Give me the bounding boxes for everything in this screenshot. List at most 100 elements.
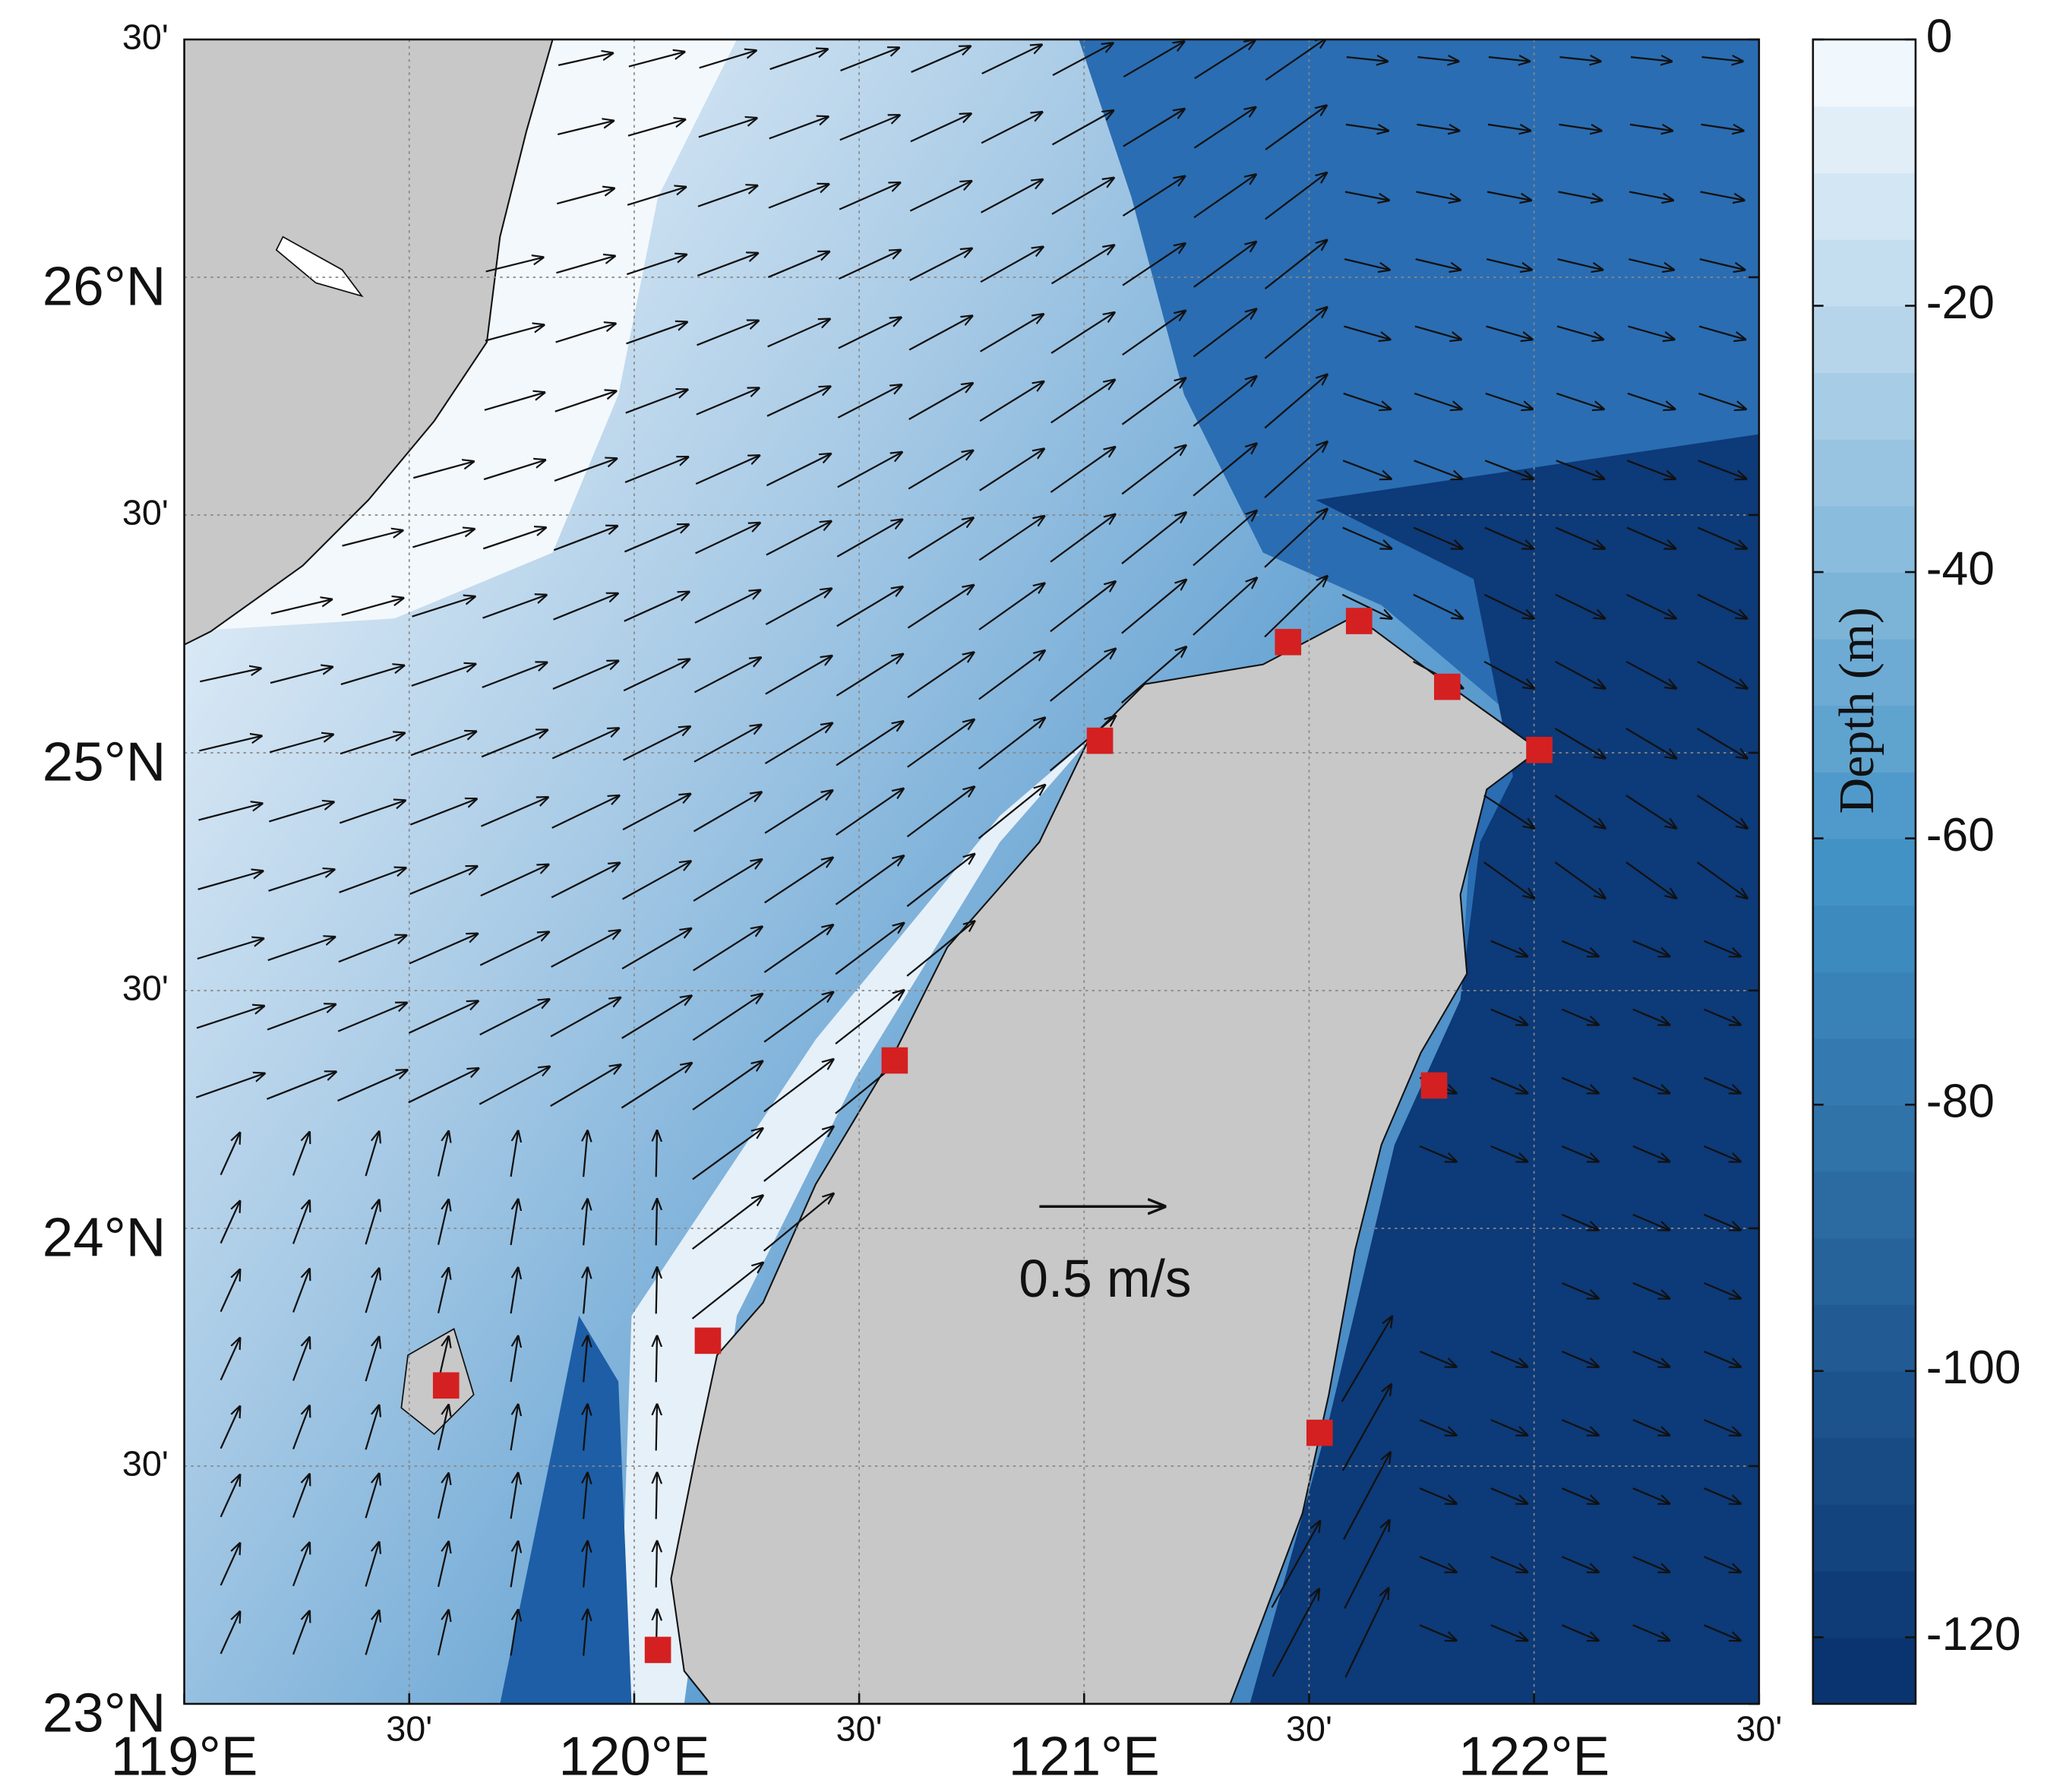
current-arrow: [482, 595, 547, 619]
current-arrow: [338, 935, 406, 963]
colorbar-band: [1812, 1171, 1916, 1239]
current-arrow: [1696, 861, 1747, 898]
y-tick-label: 25°N: [43, 731, 166, 792]
current-arrow: [1486, 191, 1531, 201]
current-arrow: [1486, 325, 1532, 340]
current-arrow: [1123, 109, 1184, 147]
x-tick-label: 30': [1286, 1709, 1332, 1749]
current-arrow: [1343, 1452, 1390, 1541]
current-arrow: [980, 247, 1043, 283]
x-tick-label: 121°E: [1009, 1726, 1160, 1787]
current-arrow: [552, 661, 618, 691]
current-arrow: [1703, 1213, 1740, 1230]
current-arrow: [839, 250, 900, 280]
current-arrow: [656, 1405, 657, 1451]
current-arrow: [337, 1070, 407, 1102]
colorbar-label: Depth (m): [1829, 607, 1885, 814]
map-frame: [183, 38, 1761, 1705]
station: [1306, 1419, 1333, 1446]
current-arrow: [1490, 1419, 1528, 1435]
colorbar-tick-label: -40: [1926, 543, 1995, 596]
current-arrow: [1490, 1008, 1528, 1025]
current-arrow: [197, 939, 264, 960]
grid: [184, 39, 1759, 1704]
current-arrow: [1556, 325, 1603, 340]
current-arrow: [1484, 460, 1533, 479]
current-arrow: [583, 1336, 587, 1383]
current-arrow: [691, 1196, 763, 1250]
current-arrow: [483, 460, 545, 481]
current-arrow: [1120, 647, 1186, 704]
current-arrow: [837, 452, 902, 488]
current-arrow: [480, 864, 548, 897]
current-arrow: [1049, 716, 1116, 772]
current-arrow: [1050, 582, 1115, 633]
current-arrow: [1050, 514, 1115, 563]
current-arrow: [1561, 1145, 1598, 1161]
current-arrow: [836, 587, 902, 627]
current-arrow: [1555, 660, 1605, 688]
current-arrow: [1052, 43, 1113, 76]
station: [1086, 727, 1114, 754]
current-arrow: [410, 732, 476, 757]
current-arrow: [340, 733, 404, 755]
current-arrow: [1193, 444, 1256, 497]
current-arrow: [656, 1541, 657, 1588]
current-arrow: [1343, 392, 1391, 409]
current-arrow: [1415, 258, 1461, 270]
colorbar-band: [1812, 106, 1916, 174]
current-arrow: [269, 802, 333, 823]
current-arrow: [766, 387, 830, 417]
current-arrow: [220, 1544, 240, 1586]
current-arrow: [978, 651, 1044, 700]
current-arrow: [697, 321, 759, 346]
current-arrow: [1697, 660, 1747, 688]
current-arrow: [767, 251, 829, 278]
colorbar-tick-label: -80: [1926, 1076, 1995, 1128]
colorbar-band: [1812, 1437, 1916, 1505]
current-arrow: [510, 1199, 518, 1246]
current-arrow: [627, 187, 685, 206]
current-arrow: [1701, 57, 1742, 62]
current-arrow: [409, 934, 478, 965]
current-arrow: [1344, 1588, 1388, 1678]
current-arrow: [1556, 392, 1603, 409]
colorbar: 0 -20 -40 -60 -80 -100 -120: [1812, 10, 2021, 1705]
y-tick-label: 26°N: [43, 255, 166, 317]
current-arrow: [769, 117, 828, 140]
island: [275, 235, 364, 298]
current-arrow: [479, 1000, 549, 1036]
current-arrow: [908, 316, 972, 351]
current-arrow: [484, 393, 545, 411]
current-arrow: [1697, 526, 1746, 549]
colorbar-band: [1812, 705, 1916, 773]
y-tick-label: 30': [122, 968, 169, 1007]
current-arrow: [1627, 392, 1675, 409]
current-arrow: [1121, 445, 1186, 495]
current-arrow: [906, 787, 975, 838]
colorbar-band: [1812, 572, 1916, 640]
colorbar-tick-label: -120: [1926, 1608, 2021, 1661]
current-arrow: [220, 1133, 240, 1176]
current-arrow: [553, 593, 618, 621]
colorbar-frame: [1812, 38, 1917, 1705]
current-arrow: [551, 863, 619, 899]
current-arrow: [1561, 1419, 1598, 1435]
current-arrow: [763, 1127, 833, 1182]
coast-shallow: [618, 736, 1092, 1704]
current-arrow: [554, 391, 616, 412]
colorbar-band: [1812, 1370, 1916, 1439]
current-arrow: [1703, 1487, 1740, 1503]
current-arrow: [408, 1001, 478, 1034]
current-arrow: [269, 735, 333, 754]
current-arrow: [1561, 1213, 1598, 1230]
y-tick-label: 30': [122, 1443, 169, 1483]
current-arrow: [437, 1542, 448, 1588]
current-arrow: [1558, 191, 1602, 201]
current-arrow: [1050, 245, 1114, 285]
x-tick-label: 119°E: [111, 1726, 258, 1787]
current-arrow: [197, 871, 263, 890]
stations: [432, 608, 1553, 1664]
channel: [500, 1316, 632, 1704]
current-arrow: [365, 1200, 379, 1245]
